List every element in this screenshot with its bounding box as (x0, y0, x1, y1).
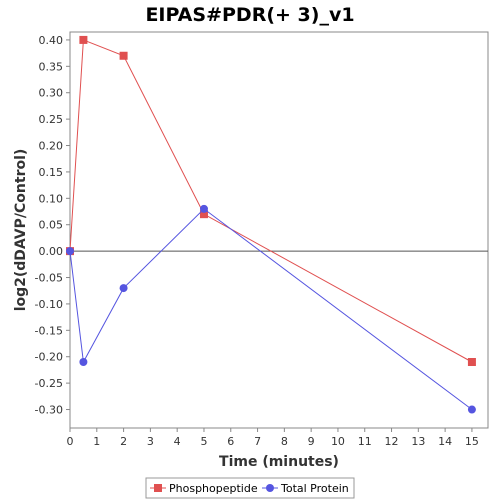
y-tick-label: -0.15 (35, 324, 63, 337)
data-point-total-protein (467, 405, 476, 414)
y-tick-label: 0.20 (39, 140, 64, 153)
x-tick-label: 9 (308, 435, 315, 448)
legend-marker-total-protein (266, 484, 274, 492)
x-tick-label: 4 (174, 435, 181, 448)
y-tick-label: 0.40 (39, 34, 64, 47)
y-tick-label: 0.25 (39, 113, 64, 126)
y-tick-label: -0.30 (35, 404, 63, 417)
data-point-phosphopeptide (119, 51, 128, 60)
x-tick-label: 6 (227, 435, 234, 448)
series-line-phosphopeptide (69, 39, 473, 363)
y-tick-label: 0.15 (39, 166, 64, 179)
legend-label-total-protein: Total Protein (280, 482, 349, 495)
data-point-total-protein (66, 247, 74, 256)
x-tick-label: 10 (331, 435, 345, 448)
x-tick-label: 11 (358, 435, 372, 448)
y-axis: 0.40 0.35 0.30 0.25 0.20 0.15 0.10 0.05 0.00 -0.0… (35, 34, 70, 417)
x-tick-label: 1 (93, 435, 100, 448)
x-tick-label: 8 (281, 435, 288, 448)
y-tick-label: -0.25 (35, 377, 63, 390)
x-tick-label: 3 (147, 435, 154, 448)
y-tick-label: -0.05 (35, 272, 63, 285)
data-point-phosphopeptide (79, 35, 88, 44)
legend-marker-phosphopeptide (154, 484, 162, 492)
x-tick-label: 13 (411, 435, 425, 448)
x-tick-label: 15 (465, 435, 479, 448)
y-tick-label: -0.10 (35, 298, 63, 311)
x-tick-label: 2 (120, 435, 127, 448)
x-axis: 0 1 2 3 4 5 6 7 8 9 10 11 12 13 14 15 (67, 428, 479, 448)
legend-box (145, 477, 355, 499)
y-tick-label: 0.35 (39, 60, 64, 73)
data-point-total-protein (119, 284, 128, 293)
x-tick-label: 7 (254, 435, 261, 448)
x-tick-label: 12 (385, 435, 399, 448)
data-point-phosphopeptide (467, 358, 476, 366)
y-tick-label: 0.05 (39, 219, 64, 232)
x-tick-label: 5 (200, 435, 207, 448)
data-point-phosphopeptide (199, 210, 208, 219)
data-point-total-protein (199, 204, 208, 213)
series-line-total-protein (69, 208, 473, 410)
y-tick-label: 0.10 (39, 192, 64, 205)
y-axis-label: log2(dDAVP/Control) (13, 149, 29, 312)
x-axis-label: Time (minutes) (219, 454, 339, 470)
data-point-total-protein (79, 358, 88, 366)
plot-area (69, 31, 489, 429)
chart-title: EIPAS#PDR(+ 3)_v1 (145, 4, 354, 26)
legend: Phosphopeptide Total Protein (145, 477, 355, 499)
legend-label-phosphopeptide: Phosphopeptide (169, 482, 258, 495)
y-tick-label: -0.20 (35, 351, 63, 364)
x-tick-label: 0 (67, 435, 74, 448)
y-tick-label: 0.00 (39, 245, 64, 258)
x-tick-label: 14 (438, 435, 452, 448)
y-tick-label: 0.30 (39, 87, 64, 100)
series-group (66, 35, 476, 414)
